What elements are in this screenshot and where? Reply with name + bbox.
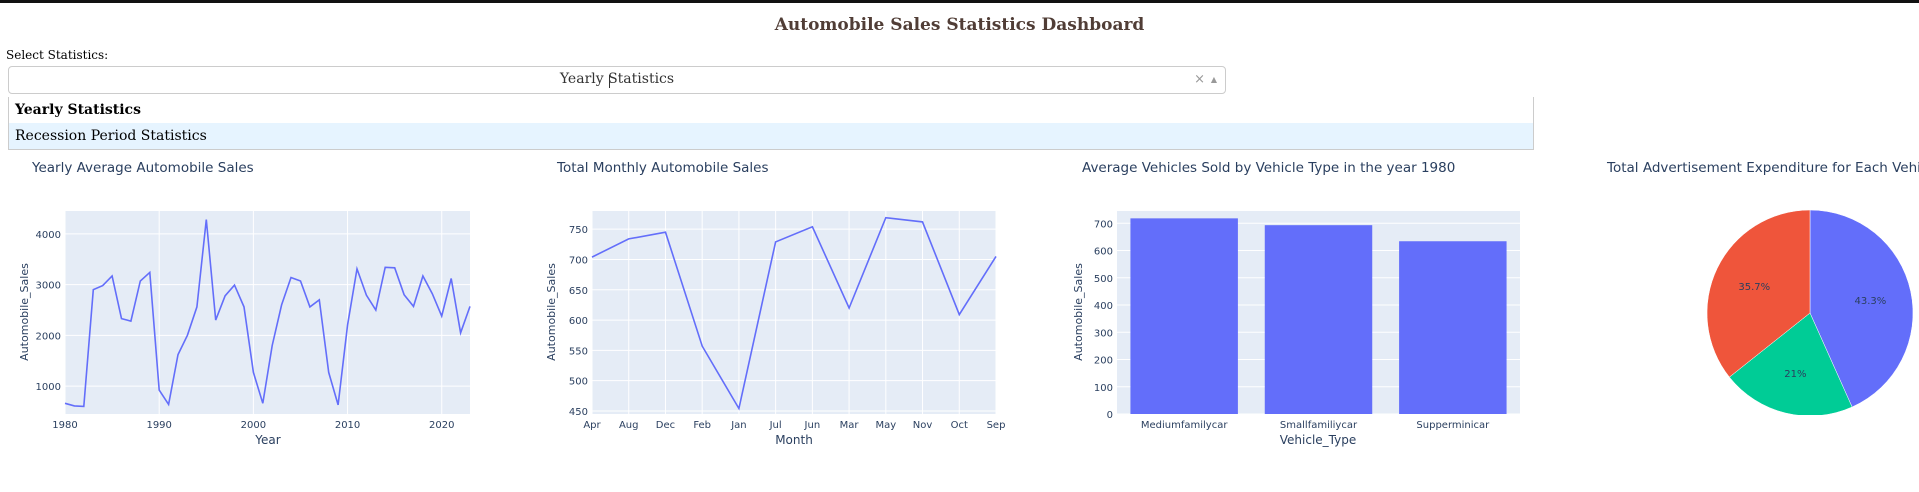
close-icon[interactable]: ×: [1194, 72, 1205, 87]
y-tick-label: 500: [1094, 274, 1113, 285]
sales-line: [591, 216, 997, 411]
select-statistics-label: Select Statistics:: [6, 48, 109, 62]
page-title: Automobile Sales Statistics Dashboard: [774, 15, 1145, 35]
top-border: [0, 0, 1919, 3]
x-tick-label: Smallfamiliycar: [1280, 420, 1358, 431]
dropdown-selected-value: Yearly Statistics: [559, 71, 675, 87]
text-cursor: [609, 75, 610, 88]
chart-title-monthly: Total Monthly Automobile Sales: [557, 160, 769, 176]
y-tick-label: 700: [1094, 219, 1113, 230]
x-tick-label: 1980: [52, 420, 77, 431]
x-tick-label: 2000: [241, 420, 266, 431]
bar: [1130, 218, 1238, 414]
y-tick-label: 2000: [36, 331, 61, 342]
y-tick-label: 1000: [36, 382, 61, 393]
y-tick-label: 400: [1094, 301, 1113, 312]
y-tick-label: 200: [1094, 356, 1113, 367]
pie-slice: [1706, 209, 1811, 378]
x-axis-label: Year: [254, 433, 280, 447]
pie-slice-label: 43.3%: [1855, 296, 1887, 307]
y-tick-label: 550: [569, 346, 588, 357]
x-tick-label: 2020: [429, 420, 454, 431]
pie-slice: [1809, 209, 1914, 408]
x-tick-label: Apr: [583, 420, 601, 431]
bar: [1399, 241, 1507, 414]
monthly-sales-chart: 450 500 550 600 650 700 750 Apr Aug Dec Feb Jan Jul J…: [545, 211, 1005, 447]
x-axis-label: Vehicle_Type: [1280, 433, 1356, 447]
x-tick-label: Mar: [840, 420, 860, 431]
y-tick-label: 300: [1094, 328, 1113, 339]
plot-background: [592, 211, 996, 414]
y-tick-label: 4000: [36, 230, 61, 241]
x-tick-label: Supperminicar: [1416, 420, 1490, 431]
y-tick-label: 100: [1094, 383, 1113, 394]
x-tick-label: Jul: [769, 420, 782, 431]
bar: [1264, 225, 1373, 414]
pie-slice-label: 35.7%: [1738, 282, 1770, 293]
y-tick-label: 750: [569, 225, 588, 236]
x-tick-label: Sep: [987, 420, 1005, 431]
y-tick-label: 600: [1094, 247, 1113, 258]
plot-background: [65, 211, 470, 414]
x-tick-label: 1990: [146, 420, 171, 431]
x-tick-label: Nov: [913, 420, 933, 431]
y-axis-label: Automobile_Sales: [18, 263, 31, 361]
x-tick-label: Dec: [656, 420, 675, 431]
x-tick-label: Aug: [619, 420, 639, 431]
dropdown-menu: Yearly Statistics Recession Period Stati…: [8, 97, 1534, 150]
statistics-dropdown[interactable]: Yearly Statistics × ▲: [8, 66, 1226, 94]
x-tick-label: Jan: [730, 420, 746, 431]
y-tick-label: 450: [569, 407, 588, 418]
caret-up-icon[interactable]: ▲: [1210, 75, 1217, 84]
chart-title-advertisement: Total Advertisement Expenditure for Each…: [1607, 160, 1919, 176]
option-yearly-statistics[interactable]: Yearly Statistics: [15, 102, 141, 118]
pie-slice-label: 21%: [1784, 369, 1806, 380]
x-tick-label: 2010: [335, 420, 360, 431]
vehicle-type-bar-chart: 0 100 200 300 400 500 600 700 Mediumfamilycar Sma…: [1072, 211, 1520, 447]
y-tick-label: 600: [569, 316, 588, 327]
y-axis-label: Automobile_Sales: [545, 263, 558, 361]
yearly-sales-chart: 1000 2000 3000 4000 1980 1990 2000 2010 2020 Yea…: [18, 211, 471, 447]
x-tick-label: May: [875, 420, 896, 431]
pie-slice: [1729, 312, 1853, 415]
x-tick-label: Jun: [804, 420, 821, 431]
x-tick-label: Feb: [693, 420, 711, 431]
chart-title-vehicle-type: Average Vehicles Sold by Vehicle Type in…: [1082, 160, 1456, 176]
option-recession-period-statistics[interactable]: Recession Period Statistics: [9, 123, 1533, 149]
x-tick-label: Mediumfamilycar: [1141, 420, 1228, 431]
y-tick-label: 3000: [36, 281, 61, 292]
x-axis-label: Month: [775, 433, 813, 447]
y-axis-label: Automobile_Sales: [1072, 263, 1085, 361]
y-tick-label: 500: [569, 377, 588, 388]
x-tick-label: Oct: [951, 420, 968, 431]
y-tick-label: 700: [569, 255, 588, 266]
y-tick-label: 0: [1107, 410, 1113, 421]
chart-title-yearly: Yearly Average Automobile Sales: [32, 160, 254, 176]
y-tick-label: 650: [569, 286, 588, 297]
advertisement-pie-chart: 43.3% 21% 35.7%: [1706, 209, 1914, 415]
sales-line: [64, 219, 471, 408]
